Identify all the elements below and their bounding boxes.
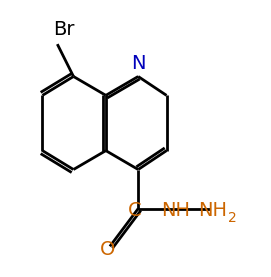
- Text: C: C: [128, 201, 141, 220]
- Text: Br: Br: [53, 20, 75, 39]
- Text: O: O: [100, 240, 115, 259]
- Text: 2: 2: [228, 211, 237, 225]
- Text: N: N: [131, 54, 146, 73]
- Text: NH: NH: [161, 201, 190, 220]
- Text: NH: NH: [198, 201, 227, 220]
